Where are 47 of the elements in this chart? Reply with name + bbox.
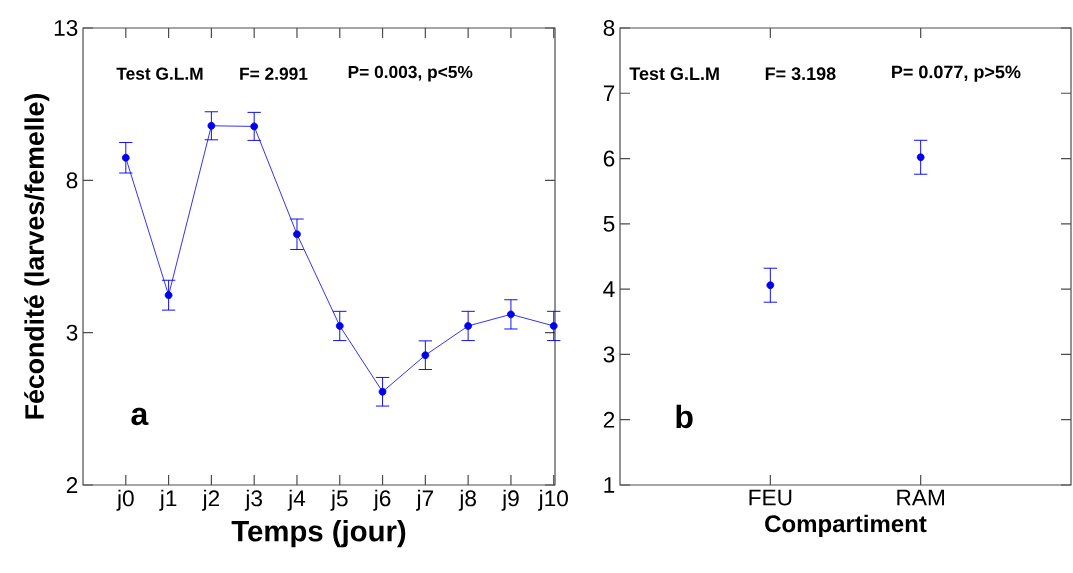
y-tick-label: 1	[604, 477, 615, 493]
y-tick-label: 8	[603, 19, 615, 37]
point	[250, 122, 259, 131]
point	[549, 322, 558, 330]
x-tick-label: j1	[159, 489, 177, 511]
annotation: Test G.L.M	[116, 67, 203, 80]
annotation: F= 2.991	[240, 67, 308, 80]
annotation: P= 0.077, p>5%	[892, 65, 1021, 82]
y-tick-label: 4	[603, 281, 615, 297]
annotation: Test G.L.M	[629, 67, 719, 81]
x-tick-label: j7	[415, 489, 434, 511]
x-tick-label: j3	[244, 489, 262, 511]
annotation: a	[131, 407, 149, 426]
point	[335, 322, 344, 330]
x-axis-title: Temps (jour)	[231, 519, 406, 548]
x-tick-label: j0	[116, 489, 134, 511]
y-tick-label: 7	[603, 85, 615, 102]
x-tick-label: j5	[330, 489, 348, 511]
point	[421, 351, 430, 360]
y-tick-label: 2	[603, 411, 615, 428]
y-tick-label: 3	[603, 346, 615, 363]
point	[293, 230, 301, 239]
annotation: P= 0.003, p<5%	[348, 65, 473, 82]
x-tick-label: j4	[287, 489, 306, 511]
point	[507, 310, 515, 319]
x-tick-label: j8	[458, 489, 476, 511]
y-tick-label: 3	[66, 324, 78, 341]
annotation: b	[676, 404, 693, 429]
x-axis-title: Compartiment	[765, 514, 927, 538]
x-tick-label: j9	[501, 489, 519, 511]
point	[207, 121, 216, 130]
annotation: F= 3.198	[765, 67, 836, 81]
point	[164, 291, 173, 300]
y-tick-label: 8	[66, 172, 78, 189]
point	[464, 322, 473, 330]
y-tick-label: 6	[603, 150, 615, 167]
x-tick-label: RAM	[897, 489, 944, 506]
point	[378, 387, 387, 396]
y-tick-label: 13	[54, 19, 78, 37]
point	[121, 153, 130, 162]
y-axis-title: Fécondité (larves/femelle)	[24, 94, 50, 419]
x-tick-label: j2	[202, 489, 220, 511]
x-tick-label: j6	[373, 489, 391, 511]
y-tick-label: 5	[603, 215, 615, 232]
x-tick-label: FEU	[749, 489, 792, 506]
x-tick-label: j10	[538, 489, 568, 511]
y-tick-label: 2	[66, 477, 78, 493]
